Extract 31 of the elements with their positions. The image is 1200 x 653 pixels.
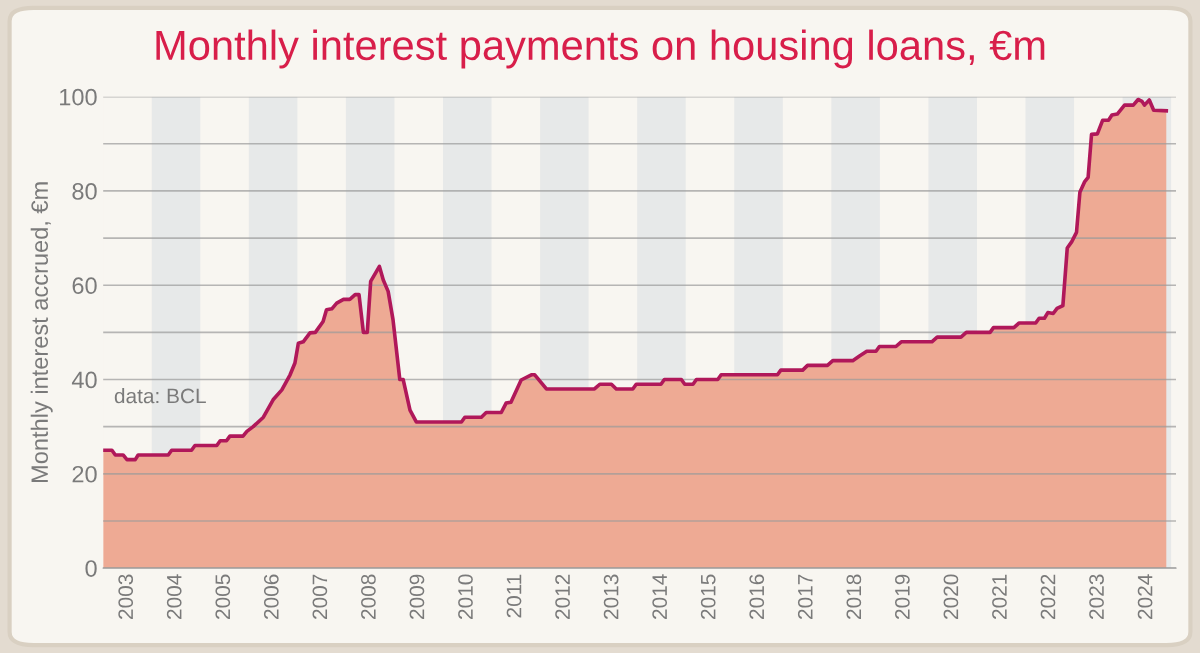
y-tick-label: 100 — [60, 88, 97, 106]
x-tick-label: 2009 — [409, 574, 425, 619]
x-tick-label: 2021 — [992, 574, 1007, 619]
x-tick-label: 2019 — [895, 574, 910, 619]
x-tick-label: 2014 — [652, 574, 668, 619]
y-tick-label: 60 — [72, 277, 97, 295]
x-tick-label: 2018 — [846, 574, 862, 619]
x-tick-label: 2008 — [361, 574, 376, 619]
y-axis-title: Monthly interest accrued, €m — [30, 182, 53, 482]
y-tick-label: 40 — [71, 371, 97, 389]
y-tick-label: 80 — [72, 183, 97, 200]
x-tick-label: 2023 — [1089, 574, 1104, 619]
y-tick-label: 20 — [72, 465, 97, 483]
x-tick-label: 2011 — [506, 574, 522, 618]
x-tick-label: 2004 — [166, 574, 182, 619]
x-tick-label: 2005 — [215, 574, 231, 619]
x-tick-label: 2013 — [603, 574, 619, 619]
x-tick-label: 2022 — [1040, 574, 1056, 619]
x-tick-label: 2020 — [943, 574, 959, 619]
x-tick-label: 2003 — [118, 574, 134, 619]
annotation: data: BCL — [114, 388, 206, 404]
chart-title: Monthly interest payments on housing loans, €m — [156, 29, 1045, 69]
x-tick-label: 2006 — [263, 574, 279, 619]
x-tick-label: 2012 — [555, 574, 570, 619]
x-tick-label: 2010 — [458, 574, 473, 619]
x-tick-label: 2024 — [1137, 574, 1153, 619]
y-tick-label: 0 — [85, 560, 97, 577]
x-tick-label: 2007 — [312, 574, 328, 619]
x-tick-label: 2016 — [749, 574, 765, 619]
x-tick-label: 2015 — [700, 574, 716, 619]
x-tick-label: 2017 — [797, 574, 813, 619]
